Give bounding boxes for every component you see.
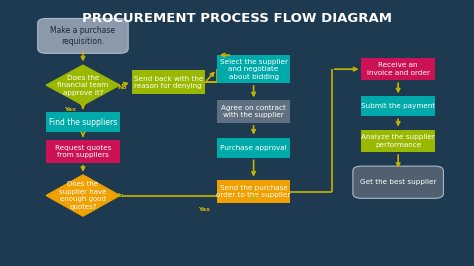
FancyBboxPatch shape [353,166,444,198]
Text: Does the
supplier have
enough good
quotes?: Does the supplier have enough good quote… [59,181,107,210]
Text: Send the purchase
order to the supplier: Send the purchase order to the supplier [217,185,291,198]
Text: Make a purchase
requisition.: Make a purchase requisition. [50,26,116,46]
Text: Does the
financial team
approve it?: Does the financial team approve it? [57,75,109,95]
FancyBboxPatch shape [46,112,119,132]
Text: Analyze the supplier
performance: Analyze the supplier performance [361,134,435,148]
Text: Submit the payment: Submit the payment [361,103,435,109]
Text: Agree on contract
with the supplier: Agree on contract with the supplier [221,105,286,118]
FancyBboxPatch shape [361,58,435,81]
FancyBboxPatch shape [217,55,290,83]
Text: Find the suppliers: Find the suppliers [49,118,117,127]
FancyBboxPatch shape [217,180,290,203]
Text: No: No [115,193,124,198]
Polygon shape [46,175,119,216]
FancyBboxPatch shape [217,138,290,157]
Polygon shape [46,65,119,105]
FancyBboxPatch shape [361,130,435,152]
Text: Yes: Yes [198,207,210,212]
FancyBboxPatch shape [361,97,435,117]
Text: Send back with the
reason for denying: Send back with the reason for denying [134,76,203,89]
FancyBboxPatch shape [46,140,119,163]
Text: Purchase approval: Purchase approval [220,145,287,151]
FancyBboxPatch shape [217,101,290,123]
Text: Get the best supplier: Get the best supplier [360,179,437,185]
Text: PROCUREMENT PROCESS FLOW DIAGRAM: PROCUREMENT PROCESS FLOW DIAGRAM [82,12,392,25]
Text: Yes: Yes [64,107,76,111]
FancyBboxPatch shape [131,70,205,94]
Text: No: No [118,85,127,90]
Text: Request quotes
from suppliers: Request quotes from suppliers [55,145,111,158]
FancyBboxPatch shape [37,19,128,53]
Text: Receive an
invoice and order: Receive an invoice and order [367,63,429,76]
Text: Select the supplier
and negotiate
about bidding: Select the supplier and negotiate about … [219,59,288,80]
